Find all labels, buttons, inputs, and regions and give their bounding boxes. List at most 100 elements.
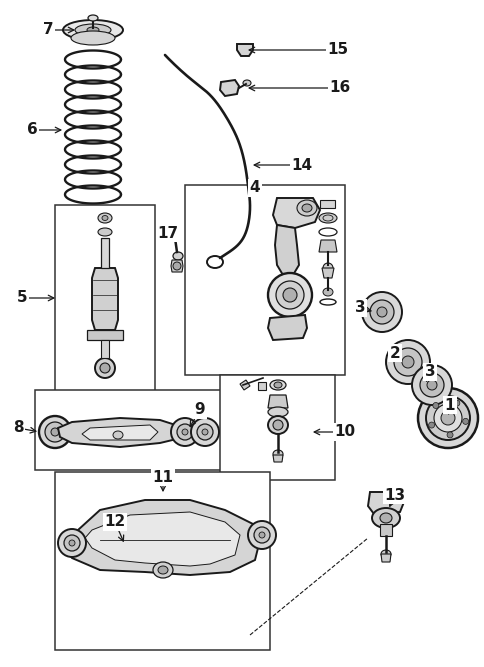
Ellipse shape — [173, 262, 181, 270]
Ellipse shape — [361, 292, 401, 332]
Text: 3: 3 — [354, 301, 364, 315]
Ellipse shape — [69, 540, 75, 546]
Text: 2: 2 — [389, 346, 400, 360]
Ellipse shape — [173, 252, 182, 260]
FancyBboxPatch shape — [220, 375, 334, 480]
Polygon shape — [319, 200, 334, 208]
Ellipse shape — [75, 24, 111, 36]
Text: 12: 12 — [104, 514, 125, 530]
Text: 11: 11 — [152, 470, 173, 484]
Ellipse shape — [63, 20, 123, 40]
Polygon shape — [318, 240, 336, 252]
Ellipse shape — [275, 281, 303, 309]
Ellipse shape — [322, 263, 333, 273]
Ellipse shape — [273, 382, 281, 388]
Ellipse shape — [102, 215, 108, 221]
Text: 7: 7 — [43, 23, 53, 37]
Text: 10: 10 — [334, 424, 355, 440]
Text: 1: 1 — [444, 398, 454, 412]
Ellipse shape — [428, 422, 434, 428]
Ellipse shape — [242, 80, 251, 86]
Text: 9: 9 — [194, 402, 205, 418]
Ellipse shape — [58, 529, 86, 557]
Ellipse shape — [39, 416, 71, 448]
Polygon shape — [380, 554, 390, 562]
Ellipse shape — [272, 450, 283, 458]
Text: 17: 17 — [157, 225, 178, 241]
Ellipse shape — [87, 27, 99, 33]
Ellipse shape — [191, 418, 219, 446]
Polygon shape — [268, 315, 306, 340]
Polygon shape — [379, 524, 391, 536]
Polygon shape — [87, 330, 123, 340]
Ellipse shape — [371, 508, 399, 528]
Text: 5: 5 — [16, 291, 27, 305]
Ellipse shape — [51, 428, 59, 436]
Ellipse shape — [268, 407, 287, 417]
Polygon shape — [85, 512, 240, 566]
Ellipse shape — [318, 213, 336, 223]
Text: 3: 3 — [424, 364, 435, 380]
Polygon shape — [274, 225, 298, 275]
Ellipse shape — [270, 380, 286, 390]
Ellipse shape — [268, 273, 311, 317]
Ellipse shape — [100, 363, 110, 373]
Polygon shape — [171, 260, 182, 272]
Ellipse shape — [283, 288, 296, 302]
Ellipse shape — [393, 348, 421, 376]
Polygon shape — [82, 425, 158, 440]
Ellipse shape — [376, 307, 386, 317]
Ellipse shape — [401, 356, 413, 368]
Text: 8: 8 — [13, 420, 23, 436]
Ellipse shape — [432, 402, 438, 408]
Polygon shape — [101, 238, 109, 268]
Polygon shape — [257, 382, 265, 390]
Ellipse shape — [411, 365, 451, 405]
Ellipse shape — [258, 532, 264, 538]
Polygon shape — [240, 380, 249, 390]
Polygon shape — [237, 44, 253, 56]
Ellipse shape — [182, 429, 188, 435]
Ellipse shape — [417, 388, 477, 448]
Ellipse shape — [240, 44, 249, 52]
Ellipse shape — [113, 431, 123, 439]
Text: 6: 6 — [27, 123, 37, 137]
Ellipse shape — [201, 429, 208, 435]
FancyBboxPatch shape — [35, 390, 240, 470]
Ellipse shape — [440, 411, 454, 425]
Text: 15: 15 — [327, 43, 348, 57]
Polygon shape — [272, 198, 319, 228]
Polygon shape — [268, 395, 287, 408]
Ellipse shape — [98, 228, 112, 236]
Ellipse shape — [425, 396, 469, 440]
Ellipse shape — [433, 404, 461, 432]
FancyBboxPatch shape — [55, 472, 270, 650]
Ellipse shape — [158, 566, 167, 574]
Ellipse shape — [302, 204, 311, 212]
Ellipse shape — [71, 31, 115, 45]
Ellipse shape — [426, 380, 436, 390]
Ellipse shape — [95, 358, 115, 378]
FancyBboxPatch shape — [55, 205, 155, 400]
Ellipse shape — [64, 535, 80, 551]
Ellipse shape — [369, 300, 393, 324]
Ellipse shape — [446, 432, 452, 438]
Polygon shape — [92, 268, 118, 330]
Ellipse shape — [453, 400, 459, 406]
Ellipse shape — [98, 213, 112, 223]
Polygon shape — [272, 455, 283, 462]
Polygon shape — [321, 268, 333, 278]
Ellipse shape — [247, 521, 275, 549]
Ellipse shape — [254, 527, 270, 543]
Ellipse shape — [45, 422, 65, 442]
Ellipse shape — [171, 418, 198, 446]
Ellipse shape — [419, 373, 443, 397]
Text: 16: 16 — [329, 81, 350, 95]
Ellipse shape — [177, 424, 193, 440]
Polygon shape — [101, 340, 109, 358]
Ellipse shape — [152, 562, 173, 578]
Polygon shape — [58, 418, 184, 447]
Polygon shape — [220, 80, 239, 96]
Polygon shape — [367, 492, 403, 514]
FancyBboxPatch shape — [184, 185, 344, 375]
